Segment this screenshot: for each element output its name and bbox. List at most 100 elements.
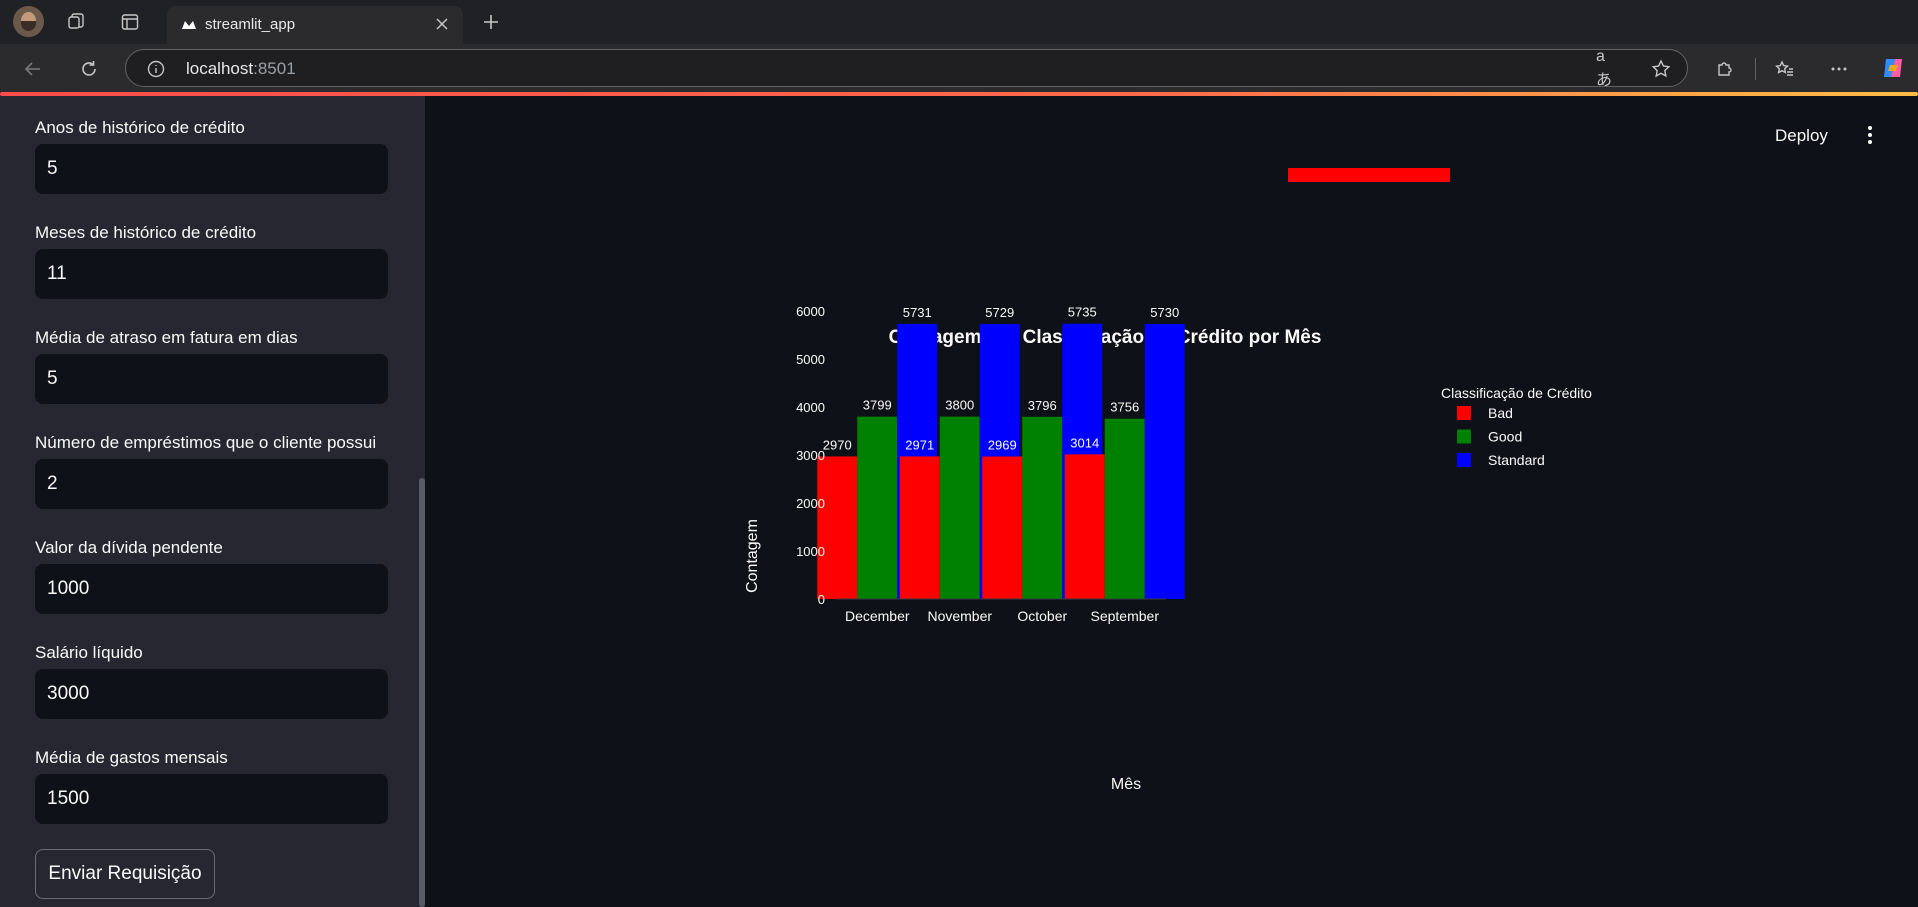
- y-tick-label: 5000: [796, 352, 825, 367]
- legend-title: Classificação de Crédito: [1441, 385, 1592, 401]
- field-gastos-mensais: Média de gastos mensais: [35, 748, 388, 824]
- tab-title: streamlit_app: [205, 16, 296, 33]
- input-wrapper: [35, 564, 388, 614]
- y-tick-label: 1000: [796, 544, 825, 559]
- meses-historico-input[interactable]: [36, 250, 387, 298]
- legend-swatch-good[interactable]: [1457, 429, 1471, 444]
- legend-swatch-bad[interactable]: [1457, 406, 1471, 420]
- data-label: 3796: [1028, 398, 1057, 413]
- streamlit-favicon-icon: [182, 21, 196, 29]
- read-aloud-icon[interactable]: aあ: [1596, 48, 1613, 89]
- submit-button[interactable]: Enviar Requisição: [35, 849, 215, 899]
- salario-liquido-input[interactable]: [36, 670, 387, 718]
- input-wrapper: [35, 774, 388, 824]
- y-axis-label: Contagem: [744, 519, 761, 593]
- streamlit-header-decoration: [0, 92, 1918, 96]
- data-label: 2971: [905, 437, 934, 452]
- sidebar: Anos de histórico de crédito Meses de hi…: [0, 96, 425, 907]
- legend-item-standard[interactable]: Standard: [1488, 452, 1545, 468]
- address-bar[interactable]: localhost:8501 aあ: [125, 48, 1688, 89]
- data-label: 3756: [1110, 400, 1139, 415]
- legend-item-bad[interactable]: Bad: [1488, 405, 1513, 421]
- y-tick-label: 3000: [796, 448, 825, 463]
- field-numero-emprestimos: Número de empréstimos que o cliente poss…: [35, 433, 388, 509]
- y-tick-label: 2000: [796, 496, 825, 511]
- y-tick-label: 6000: [796, 304, 825, 319]
- x-tick-label: December: [845, 608, 910, 624]
- field-label: Média de atraso em fatura em dias: [35, 328, 298, 347]
- vertical-tabs-icon[interactable]: [118, 10, 142, 34]
- data-label: 3800: [945, 398, 974, 413]
- more-options-icon[interactable]: [1826, 56, 1852, 82]
- x-tick-label: September: [1091, 608, 1160, 624]
- workspaces-icon[interactable]: [64, 10, 88, 34]
- tab-streamlit-app[interactable]: streamlit_app: [167, 6, 463, 44]
- reload-icon[interactable]: [76, 56, 102, 82]
- bar-standard[interactable]: [1144, 323, 1185, 599]
- divida-pendente-input[interactable]: [36, 565, 387, 613]
- extensions-icon[interactable]: [1712, 56, 1738, 82]
- y-tick-label: 4000: [796, 400, 825, 415]
- browser-toolbar: localhost:8501 aあ: [0, 44, 1918, 92]
- field-meses-historico: Meses de histórico de crédito: [35, 223, 388, 299]
- x-tick-label: November: [927, 608, 992, 624]
- deploy-button[interactable]: Deploy: [1775, 126, 1828, 145]
- profile-avatar[interactable]: [13, 6, 44, 37]
- bar-good[interactable]: [857, 416, 898, 599]
- data-label: 2969: [988, 437, 1017, 452]
- main-menu-icon[interactable]: [1860, 124, 1880, 146]
- legend-item-good[interactable]: Good: [1488, 429, 1522, 445]
- bar-bad[interactable]: [817, 456, 858, 599]
- y-tick-label: 0: [818, 592, 825, 607]
- field-label: Salário líquido: [35, 643, 143, 662]
- input-wrapper: [35, 249, 388, 299]
- input-wrapper: [35, 669, 388, 719]
- bar-good[interactable]: [939, 416, 980, 599]
- data-label: 5735: [1068, 305, 1097, 320]
- input-wrapper: [35, 354, 388, 404]
- data-label: 3014: [1070, 435, 1099, 450]
- bar-good[interactable]: [1022, 416, 1063, 599]
- field-anos-historico: Anos de histórico de crédito: [35, 118, 388, 194]
- field-label: Número de empréstimos que o cliente poss…: [35, 433, 377, 452]
- back-arrow-icon[interactable]: [20, 56, 46, 82]
- data-label: 5730: [1150, 305, 1179, 320]
- data-label: 5731: [903, 305, 932, 320]
- media-atraso-input[interactable]: [36, 355, 387, 403]
- gastos-mensais-input[interactable]: [36, 775, 387, 823]
- copilot-icon[interactable]: [1879, 54, 1907, 82]
- data-label: 3799: [863, 398, 892, 413]
- url-text: localhost:8501: [186, 59, 296, 78]
- site-info-icon[interactable]: [146, 59, 166, 79]
- x-axis-label: Mês: [1111, 776, 1141, 793]
- input-wrapper: [35, 459, 388, 509]
- field-media-atraso: Média de atraso em fatura em dias: [35, 328, 388, 404]
- browser-tab-bar: streamlit_app: [0, 0, 1918, 44]
- bar-bad[interactable]: [982, 456, 1023, 599]
- input-wrapper: [35, 144, 388, 194]
- sidebar-scrollbar[interactable]: [419, 478, 425, 907]
- field-label: Média de gastos mensais: [35, 748, 228, 767]
- data-label: 5729: [985, 305, 1014, 320]
- x-tick-label: October: [1017, 608, 1067, 624]
- red-element: [1288, 168, 1450, 182]
- legend-swatch-standard[interactable]: [1457, 453, 1471, 467]
- main-content: Deploy Contagem por Classificação de Cré…: [425, 96, 1918, 907]
- field-label: Anos de histórico de crédito: [35, 118, 245, 137]
- field-label: Valor da dívida pendente: [35, 538, 223, 557]
- favorite-star-icon[interactable]: [1650, 58, 1672, 80]
- close-tab-icon[interactable]: [431, 13, 453, 35]
- anos-historico-input[interactable]: [36, 145, 387, 193]
- bar-bad[interactable]: [899, 456, 940, 599]
- field-label: Meses de histórico de crédito: [35, 223, 257, 242]
- data-label: 2970: [823, 437, 852, 452]
- bar-good[interactable]: [1104, 418, 1145, 599]
- field-salario-liquido: Salário líquido: [35, 643, 388, 719]
- bar-bad[interactable]: [1064, 454, 1105, 599]
- toolbar-divider: [1755, 58, 1756, 80]
- credit-chart: Contagem por Classificação de Crédito po…: [744, 304, 1592, 793]
- numero-emprestimos-input[interactable]: [36, 460, 387, 508]
- favorites-list-icon[interactable]: [1772, 56, 1798, 82]
- new-tab-icon[interactable]: [478, 9, 504, 35]
- field-divida-pendente: Valor da dívida pendente: [35, 538, 388, 614]
